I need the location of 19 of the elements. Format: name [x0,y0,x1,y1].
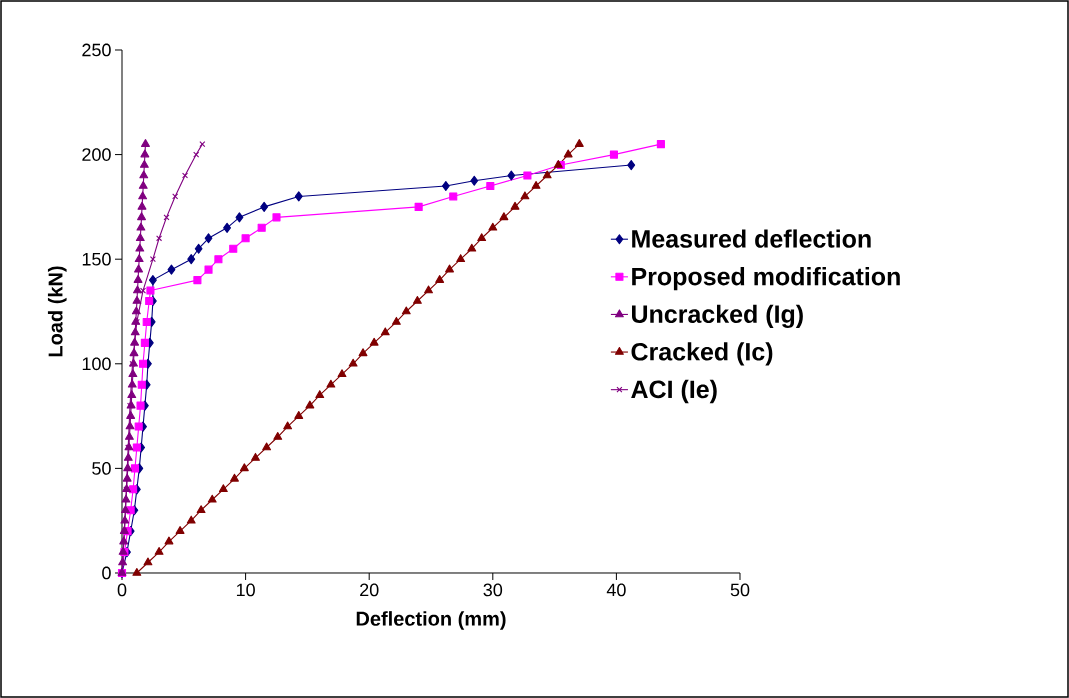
x-axis-title: Deflection (mm) [356,611,506,630]
y-tick-label: 0 [102,566,111,580]
y-tick-label: 200 [82,148,111,161]
legend-label: Proposed modification [632,267,900,291]
x-tick-label: 40 [606,583,626,597]
legend-label: ACI (Ie) [631,379,717,404]
x-tick-label: 0 [117,583,127,597]
y-tick-label: 50 [92,462,111,475]
legend-label: Uncracked (Ig) [632,304,803,329]
legend-label: Measured deflection [632,229,871,248]
legend-label: Cracked (Ic) [631,342,773,366]
y-tick-label: 100 [82,357,111,371]
x-tick-label: 20 [360,583,379,597]
x-tick-label: 30 [483,583,503,597]
x-tick-label: 50 [730,583,750,597]
y-tick-label: 250 [82,43,111,57]
x-tick-label: 10 [236,583,255,597]
y-axis-title: Load (kN) [47,266,67,357]
y-tick-label: 150 [82,252,111,266]
